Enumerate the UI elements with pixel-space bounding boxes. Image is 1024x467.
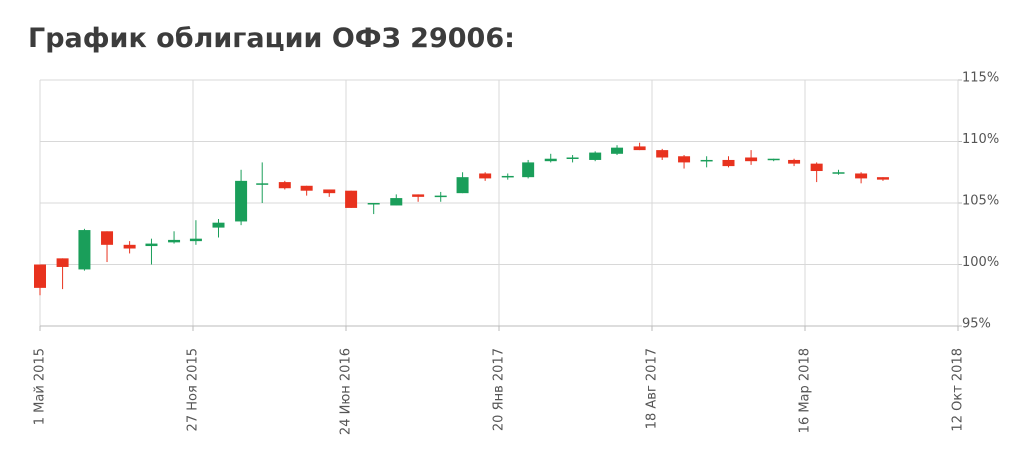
candle-body [323,189,336,194]
candle-body [101,231,114,245]
chart-title: График облигации ОФЗ 29006: [28,23,515,54]
x-tick-label: 12 Окт 2018 [951,348,966,432]
candle-body [390,198,403,206]
candle-body [589,152,602,160]
y-tick-label: 105% [962,194,999,209]
candle-body [212,222,225,228]
y-tick-label: 115% [962,71,999,86]
candle-body [501,175,514,178]
x-tick-label: 27 Ноя 2015 [186,348,201,431]
candle-body [412,194,425,197]
x-tick-label: 1 Май 2015 [33,348,48,425]
candle-body [56,258,69,267]
candle-body [788,159,801,164]
candle-body [145,243,158,247]
x-tick-label: 20 Янв 2017 [492,348,507,431]
candle-body [434,195,447,198]
candle-body [832,172,845,174]
candle-body [855,173,868,179]
x-tick-label: 24 Июн 2016 [339,348,354,435]
candle-body [256,183,269,185]
y-tick-label: 100% [962,255,999,270]
candle-body [745,157,758,162]
candle-body [479,173,492,179]
candle-body [767,158,780,161]
y-tick-label: 95% [962,317,991,332]
candle-body [367,203,380,205]
candle-body [189,238,202,242]
candle-body [656,150,669,158]
candle-body [456,177,469,194]
candle-body [611,147,624,154]
candle-body [722,159,735,167]
candle-body [235,180,248,222]
candle-body [168,239,181,243]
y-tick-label: 110% [962,132,999,147]
candle-body [278,182,291,189]
candle-body [633,146,646,151]
candle-body [522,162,535,178]
candle-body [876,177,889,180]
candle-body [34,264,46,288]
candle-body [345,190,358,208]
candle-body [78,230,91,270]
x-tick-label: 18 Авг 2017 [645,348,660,429]
candle-body [678,156,691,163]
candle-body [700,159,713,162]
x-tick-label: 16 Мар 2018 [798,348,813,433]
candle-body [300,185,313,191]
candle-body [810,163,823,172]
candle-body [544,158,557,162]
candle-body [566,157,579,159]
candle-body [123,244,136,249]
